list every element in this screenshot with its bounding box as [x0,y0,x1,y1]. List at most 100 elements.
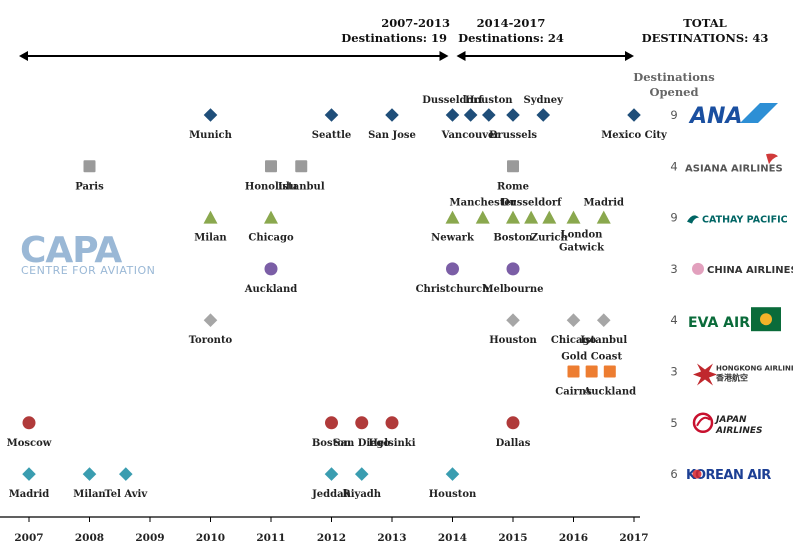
series-2-point-3-marker [295,160,308,173]
series-7-point-2-label: Boston [312,438,352,449]
series-3-point-8-label: London Gatwick [559,230,605,254]
series-2-point-1-label: Paris [75,181,104,192]
series-1-point-8-label: Sydney [524,95,565,106]
series-7-count: 5 [670,416,677,430]
series-8-point-6-marker [445,467,460,481]
series-5-point-2-label: Houston [489,335,537,346]
series-3-point-1-label: Milan [194,233,227,244]
series-7-point-5-marker [506,416,520,430]
china-airlines-plum-icon [692,262,704,275]
series-3-point-5-label: Boston [493,233,533,244]
series-1-point-4-marker [445,108,460,122]
x-tick-label-2011: 2011 [256,532,285,544]
x-tick-label-2010: 2010 [196,532,225,544]
period-1-title: 2007-2013 [381,16,450,30]
capa-watermark-title: CAPA [20,230,122,271]
period-2-destinations: Destinations: 24 [458,31,564,45]
jal-crane-wing-icon [696,416,711,427]
series-7-point-1-marker [22,416,36,430]
airline-logo-1: ANA [688,103,778,129]
asiana-logo-wing [766,153,778,165]
series-1-point-3-marker [385,108,399,122]
period-1-arrow-left-head [19,51,28,61]
series-7-point-4-marker [385,416,399,430]
series-8-point-4-label: Jeddah [311,489,352,500]
series-3-point-9-label: Madrid [583,198,624,209]
airline-logo-5: EVA AIR [688,307,781,332]
series-6-point-2-label: Gold Coast [561,352,622,363]
series-3-point-2-marker [264,210,278,224]
airline-logo-3: CATHAY PACIFIC [687,215,788,226]
series-6-point-2-marker [585,365,598,378]
series-8-point-5-marker [354,467,369,481]
hongkong-airlines-logo-text: HONGKONG AIRLINES [716,365,793,373]
total-title: TOTAL [683,16,727,30]
series-3-point-3-label: Newark [431,233,475,244]
period-2-title: 2014-2017 [477,16,546,30]
series-4-point-2-marker [446,262,459,276]
series-3-point-7-marker [542,210,557,224]
series-3-point-9-marker [596,210,611,224]
series-6-count: 3 [670,365,677,379]
series-8-point-3-marker [119,467,133,481]
series-5-count: 4 [670,313,677,327]
series-4-point-3-marker [506,262,520,276]
series-1-count: 9 [670,108,677,122]
hongkong-airlines-logo-chinese: 香港航空 [715,373,748,383]
jal-logo-text-line2: AIRLINES [715,426,763,436]
chart-marks: Munich Seattle San Jose Dusseldorf Vancouver… [7,95,668,500]
series-7-point-5-label: Dallas [496,438,531,449]
jal-logo-text-line1: JAPAN [714,415,747,425]
airline-logo-8: KOREAN AIR [686,468,772,483]
series-1-point-8-marker [536,108,551,122]
series-4-point-1-marker [264,262,278,276]
jal-crane-circle-icon [692,412,714,434]
series-1-point-1-label: Munich [189,130,232,141]
series-6-point-1-marker [567,365,580,378]
series-3-point-4-label: Manchester [450,198,517,209]
airline-logo-4: CHINA AIRLINES [692,262,793,276]
series-2-point-4-label: Rome [497,181,529,192]
series-1-point-5-marker [463,108,478,122]
capa-watermark-subtitle: CENTRE FOR AVIATION [21,264,155,277]
opened-header-line1: Destinations [633,70,714,84]
series-5-point-4-marker [596,313,611,327]
hongkong-airlines-bauhinia-icon [693,363,717,386]
series-7-point-3-label: San Diego [333,438,390,449]
korean-air-logo-text: KOREAN AIR [686,468,771,483]
series-7-point-2-marker [325,416,338,430]
x-tick-label-2017: 2017 [619,532,648,544]
period-2-arrow-left-head [456,51,466,61]
series-8-point-5-label: Riyadh [342,489,381,500]
series-2-point-3-label: Istanbul [278,181,325,192]
series-3-point-5-marker [506,210,520,224]
period-2-arrow-right-head [625,51,634,61]
series-5-point-1-label: Toronto [189,335,233,346]
ana-logo-stripe [740,103,778,123]
series-1-point-1-marker [203,108,218,122]
airline-counts: 9 4 9 3 4 3 5 6 [670,108,677,481]
x-tick-label-2009: 2009 [135,532,164,544]
eva-logo-text: EVA AIR [688,315,750,331]
x-tick-label-2007: 2007 [14,532,43,544]
series-7-point-3-marker [355,416,369,430]
series-6-point-3-label: Auckland [583,387,637,398]
period-1-arrow-right-head [439,51,449,61]
series-4-point-3-label: Melbourne [482,284,543,295]
series-8-point-2-marker [82,467,97,481]
series-1-point-4-label: Dusseldorf [422,95,483,106]
x-tick-label-2014: 2014 [438,532,467,544]
airline-logos: ANA ASIANA AIRLINES CATHAY PACIFIC CHINA AI… [685,103,793,483]
series-5-point-3-marker [566,313,581,327]
series-8-count: 6 [670,467,677,481]
series-7-point-4-label: Helsinki [368,438,415,449]
series-6-point-3-marker [603,365,616,378]
series-2-point-1-marker [83,160,96,173]
series-6-point-1-label: Cairns [555,387,592,398]
series-8-point-1-label: Madrid [9,489,50,500]
series-8-point-3-label: Tel Aviv [104,489,148,500]
series-1-point-6-label: Houston [465,95,513,106]
